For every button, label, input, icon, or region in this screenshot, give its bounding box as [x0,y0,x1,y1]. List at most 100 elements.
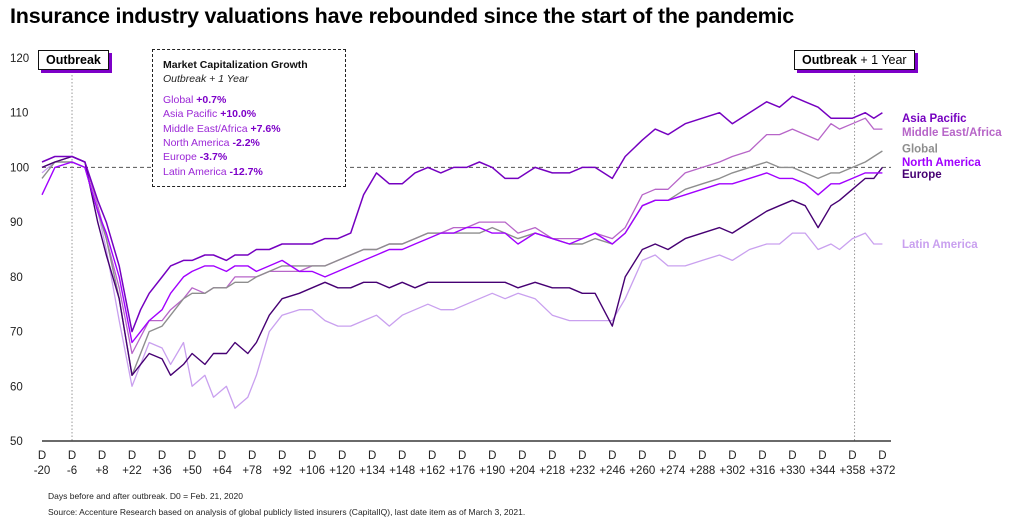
x-tick-label-bottom: +204 [509,465,536,477]
growth-summary-region: Europe [163,151,200,164]
y-tick-label: 70 [10,327,23,339]
x-tick-label-top: D [338,450,346,462]
x-tick-label-bottom: +302 [719,465,745,477]
growth-summary-row: Europe -3.7% [163,150,335,164]
x-tick-label-top: D [488,450,496,462]
x-tick-label-bottom: +36 [152,465,172,477]
x-tick-label-bottom: +92 [272,465,292,477]
y-tick-label: 80 [10,272,23,284]
series-label-global: Global [902,143,938,155]
growth-summary-box: Market Capitalization Growth Outbreak + … [152,49,346,187]
x-tick-label-top: D [368,450,376,462]
series-line-europe [41,155,883,376]
x-tick-label-bottom: +190 [479,465,505,477]
series-label-asia-pacific: Asia Pacific [902,113,967,125]
growth-summary-value: +0.7% [196,93,227,106]
x-tick-label-top: D [758,450,766,462]
x-tick-label-bottom: +120 [329,465,355,477]
days-footnote: Days before and after outbreak. D0 = Feb… [48,491,243,501]
series-line-north-america [41,161,883,344]
x-tick-label-bottom: +330 [779,465,805,477]
x-tick-label-bottom: +176 [449,465,475,477]
x-tick-label-bottom: +162 [419,465,445,477]
x-tick-label-bottom: +64 [212,465,232,477]
growth-summary-region: Global [163,93,197,106]
axes: 50 60 70 80 90 100 110 120 D -20 D -6 D +8 D +22 D +36 D +5… [10,53,895,477]
x-tick-label-top: D [698,450,706,462]
x-tick-label-bottom: +78 [242,465,262,477]
x-tick-label-bottom: +8 [95,465,108,477]
y-tick-label: 90 [10,217,23,229]
x-tick-label-top: D [308,450,316,462]
x-tick-label-top: D [98,450,106,462]
outbreak-annotation: Outbreak [38,50,109,70]
x-tick-label-top: D [158,450,166,462]
growth-summary-subtitle: Outbreak + 1 Year [163,73,249,86]
x-tick-label-bottom: +22 [122,465,142,477]
growth-summary-row: Latin America -12.7% [163,165,335,179]
x-tick-label-top: D [878,450,886,462]
outbreak-plus-year-rest: + 1 Year [856,53,907,67]
growth-summary-region: Asia Pacific [163,108,221,121]
y-tick-label: 50 [10,436,23,448]
source-footnote: Source: Accenture Research based on anal… [48,507,526,517]
growth-summary-region: Latin America [163,165,230,178]
x-tick-label-bottom: +246 [599,465,625,477]
x-tick-label-bottom: +148 [389,465,415,477]
growth-summary-row: North America -2.2% [163,136,335,150]
growth-summary-value: +10.0% [220,108,257,121]
x-tick-label-bottom: +232 [569,465,595,477]
x-tick-label-top: D [428,450,436,462]
chart-title: Insurance industry valuations have rebou… [10,4,795,28]
growth-summary-row: Asia Pacific +10.0% [163,107,335,121]
x-tick-label-top: D [278,450,286,462]
series-label-latin-america: Latin America [902,239,978,251]
series-label-middle-east-africa: Middle East/Africa [902,127,1002,139]
series-label-north-america: North America [902,157,981,169]
series-layer [41,95,883,409]
x-tick-label-top: D [398,450,406,462]
growth-summary-row: Middle East/Africa +7.6% [163,122,335,136]
x-tick-label-top: D [188,450,196,462]
growth-summary-region: North America [163,137,233,150]
x-tick-label-bottom: +260 [629,465,655,477]
x-tick-label-top: D [548,450,556,462]
x-tick-label-bottom: +218 [539,465,565,477]
y-tick-label: 120 [10,53,29,65]
x-tick-label-bottom: +274 [659,465,686,477]
series-line-asia-pacific [41,95,883,333]
x-tick-label-top: D [68,450,76,462]
outbreak-annotation-text: Outbreak [46,53,101,67]
x-tick-label-top: D [728,450,736,462]
y-tick-label: 100 [10,162,29,174]
x-tick-label-bottom: -20 [34,465,51,477]
x-tick-label-top: D [638,450,646,462]
growth-summary-value: -3.7% [199,151,228,164]
series-line-latin-america [41,161,883,409]
x-tick-label-top: D [818,450,826,462]
series-label-europe: Europe [902,169,942,181]
series-line-global [41,150,883,376]
x-tick-label-bottom: +344 [809,465,836,477]
x-tick-label-bottom: +316 [749,465,775,477]
x-tick-label-top: D [668,450,676,462]
x-tick-label-top: D [788,450,796,462]
x-tick-label-top: D [608,450,616,462]
y-tick-label: 60 [10,381,23,393]
growth-summary-value: -2.2% [232,137,260,150]
outbreak-plus-year-annotation: Outbreak + 1 Year [794,50,915,70]
x-tick-label-bottom: +50 [182,465,202,477]
growth-summary-value: -12.7% [229,165,263,178]
x-tick-label-bottom: -6 [67,465,77,477]
x-tick-label-top: D [848,450,856,462]
growth-summary-value: +7.6% [250,122,281,135]
x-tick-label-top: D [458,450,466,462]
x-tick-label-top: D [218,450,226,462]
x-tick-label-bottom: +288 [689,465,715,477]
growth-summary-region: Middle East/Africa [163,122,251,135]
outbreak-plus-year-bold: Outbreak [802,53,857,67]
series-labels: Latin America Middle East/Africa Global Eur… [902,113,1002,251]
growth-summary-title: Market Capitalization Growth [163,59,308,71]
x-tick-label-bottom: +134 [359,465,386,477]
y-tick-label: 110 [10,108,28,120]
